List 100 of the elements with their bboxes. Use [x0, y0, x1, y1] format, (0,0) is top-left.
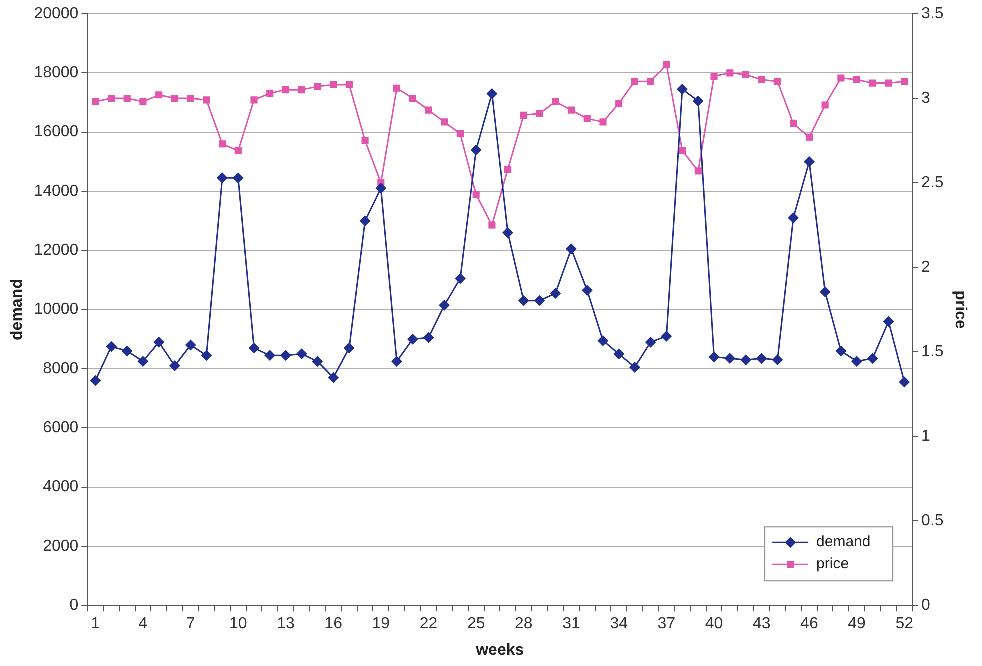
point — [201, 350, 212, 362]
point — [314, 83, 322, 90]
point — [901, 78, 908, 86]
point — [838, 74, 845, 82]
point — [647, 78, 654, 86]
y-tick-label: 14000 — [34, 182, 79, 200]
point — [552, 98, 560, 106]
point — [614, 348, 625, 360]
y2-tick-label: 0 — [922, 597, 931, 614]
point — [600, 118, 607, 126]
y-axis-title: demand — [9, 279, 26, 340]
point — [486, 88, 498, 100]
point — [774, 78, 782, 86]
point — [677, 84, 688, 95]
point — [360, 216, 371, 227]
point — [140, 98, 147, 106]
point — [124, 94, 131, 102]
y2-tick-label: 3 — [922, 90, 931, 107]
point — [92, 98, 100, 106]
point — [439, 300, 450, 311]
x-tick-label: 25 — [467, 616, 486, 633]
point — [518, 295, 530, 306]
x-tick-label: 52 — [896, 616, 914, 633]
point — [441, 118, 448, 126]
point — [568, 106, 576, 114]
point — [504, 166, 512, 174]
point — [645, 336, 656, 348]
point — [407, 334, 418, 345]
point — [472, 191, 480, 198]
point — [250, 96, 258, 104]
point — [423, 332, 434, 344]
point — [280, 350, 292, 362]
x-tick-label: 31 — [562, 616, 581, 633]
point — [536, 110, 544, 118]
point — [806, 134, 813, 141]
point — [758, 76, 766, 84]
x-tick-label: 37 — [658, 616, 676, 633]
x-axis-title: weeks — [475, 642, 524, 659]
point — [362, 137, 369, 144]
point — [740, 354, 752, 366]
point — [885, 80, 892, 87]
point — [234, 147, 242, 154]
point — [470, 144, 482, 156]
y-tick-label: 4000 — [43, 478, 79, 496]
point — [346, 81, 353, 89]
y2-tick-label: 3.5 — [922, 5, 944, 22]
x-tick-label: 46 — [800, 616, 818, 633]
point — [852, 356, 863, 368]
y-tick-label: 20000 — [34, 5, 79, 22]
point — [710, 73, 718, 80]
point — [584, 115, 591, 122]
x-tick-label: 13 — [277, 616, 295, 633]
point — [742, 71, 750, 78]
point — [867, 353, 878, 364]
point — [298, 86, 306, 94]
point — [156, 92, 163, 99]
x-tick-label: 40 — [705, 616, 724, 633]
point — [266, 90, 274, 97]
x-tick-label: 7 — [186, 616, 196, 633]
point — [454, 273, 466, 284]
y-tick-label: 0 — [70, 597, 79, 614]
x-tick-label: 19 — [372, 616, 390, 633]
point — [185, 340, 196, 351]
point — [456, 130, 464, 138]
point — [756, 353, 768, 364]
y-tick-label: 16000 — [34, 124, 79, 141]
x-tick-label: 1 — [91, 616, 100, 633]
point — [694, 168, 702, 175]
point — [724, 353, 736, 364]
point — [425, 106, 432, 114]
point — [598, 335, 609, 346]
point — [187, 94, 194, 102]
point — [248, 342, 260, 354]
point — [90, 375, 102, 386]
y2-axis-title: price — [952, 290, 969, 330]
point — [169, 360, 180, 372]
point — [804, 156, 815, 168]
point — [108, 94, 116, 102]
point — [616, 100, 623, 108]
point — [679, 147, 686, 154]
y-tick-label: 6000 — [43, 420, 79, 437]
point — [376, 183, 387, 194]
point — [392, 356, 403, 368]
point — [393, 84, 401, 92]
point — [726, 70, 734, 77]
point — [328, 372, 340, 384]
x-tick-label: 22 — [420, 616, 438, 633]
point — [232, 172, 244, 184]
point — [820, 286, 831, 298]
legend-label: price — [816, 556, 850, 573]
point — [344, 342, 355, 354]
point — [582, 285, 593, 296]
point — [836, 346, 847, 357]
point — [692, 96, 704, 107]
point — [631, 78, 638, 86]
y-tick-label: 2000 — [43, 538, 79, 555]
x-tick-label: 28 — [515, 616, 533, 633]
point — [217, 172, 228, 184]
point — [312, 356, 324, 368]
x-tick-label: 49 — [848, 616, 866, 633]
